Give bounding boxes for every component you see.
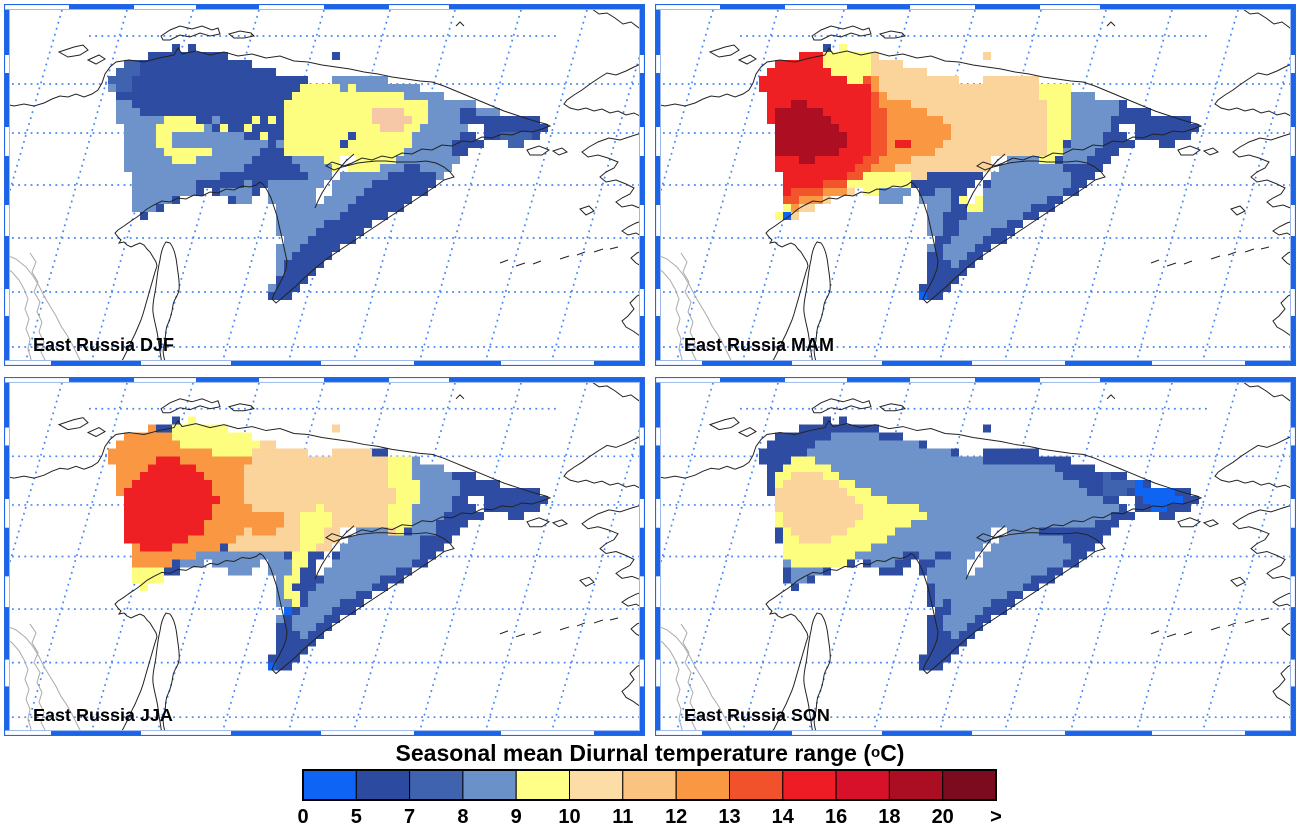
svg-text:7: 7 (404, 806, 415, 828)
svg-text:12: 12 (665, 806, 687, 828)
svg-text:13: 13 (718, 806, 740, 828)
svg-text:18: 18 (878, 806, 900, 828)
svg-text:11: 11 (612, 806, 633, 828)
svg-text:0: 0 (297, 806, 308, 828)
svg-text:5: 5 (351, 806, 362, 828)
svg-text:14: 14 (772, 806, 795, 828)
svg-text:10: 10 (558, 806, 580, 828)
svg-text:East Russia DJF: East Russia DJF (33, 335, 174, 355)
svg-text:East Russia SON: East Russia SON (684, 705, 830, 725)
svg-text:20: 20 (932, 806, 954, 828)
svg-text:9: 9 (511, 806, 522, 828)
svg-text:8: 8 (457, 806, 468, 828)
svg-text:East Russia MAM: East Russia MAM (684, 335, 834, 355)
svg-text:>: > (990, 806, 1002, 828)
svg-text:16: 16 (825, 806, 847, 828)
svg-text:East Russia JJA: East Russia JJA (33, 705, 173, 725)
